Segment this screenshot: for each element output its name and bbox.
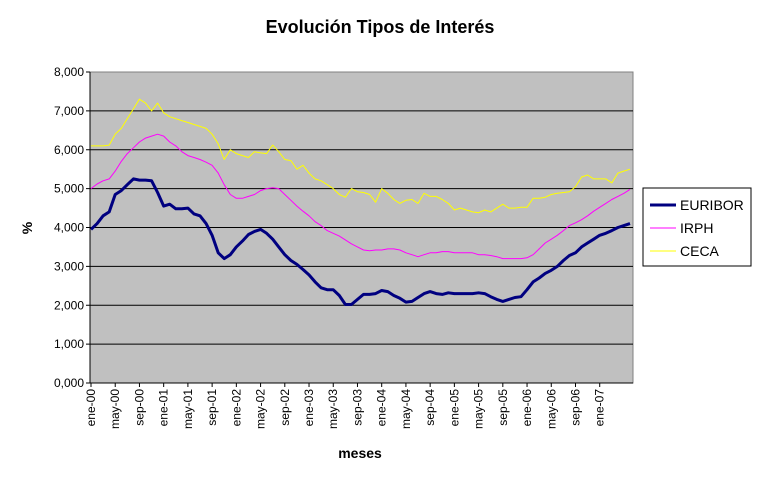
x-tick-label: ene-05 <box>447 389 461 427</box>
x-tick-label: ene-07 <box>593 389 607 427</box>
chart-title: Evolución Tipos de Interés <box>266 17 495 37</box>
x-tick-label: ene-04 <box>375 389 389 427</box>
x-tick-label: may-02 <box>254 389 268 429</box>
legend-label-euribor: EURIBOR <box>680 197 744 213</box>
y-tick-label: 4,000 <box>54 221 84 235</box>
x-tick-label: may-06 <box>544 389 558 429</box>
grid-lines <box>90 110 633 345</box>
y-axis-title: % <box>19 221 35 234</box>
x-tick-label: sep-00 <box>132 389 146 426</box>
y-tick-label: 7,000 <box>54 104 84 118</box>
x-tick-label: may-01 <box>181 389 195 429</box>
series-line-irph <box>90 133 631 260</box>
y-tick-label: 8,000 <box>54 65 84 79</box>
legend-label-irph: IRPH <box>680 220 713 236</box>
series-lines <box>89 98 631 306</box>
series-line-euribor <box>89 177 631 306</box>
y-tick-label: 6,000 <box>54 143 84 157</box>
x-tick-label: may-05 <box>472 389 486 429</box>
y-tick-label: 1,000 <box>54 337 84 351</box>
y-tick-label: 2,000 <box>54 298 84 312</box>
series-line-ceca <box>91 98 631 214</box>
x-tick-label: ene-02 <box>229 389 243 427</box>
legend: EURIBOR IRPH CECA <box>642 187 752 267</box>
x-tick-label: sep-06 <box>568 389 582 426</box>
x-tick-label: may-00 <box>108 389 122 429</box>
legend-box <box>642 187 752 267</box>
x-tick-label: ene-06 <box>520 389 534 427</box>
x-tick-label: sep-05 <box>496 389 510 426</box>
y-tick-label: 0,000 <box>54 376 84 390</box>
x-tick-label: may-04 <box>399 389 413 429</box>
x-tick-label: ene-01 <box>157 389 171 427</box>
legend-label-ceca: CECA <box>680 243 720 259</box>
x-tick-label: ene-03 <box>302 389 316 427</box>
x-tick-label: sep-02 <box>278 389 292 426</box>
x-axis-ticks: ene-00 may-00 sep-00 ene-01 may-01 sep-01 ene-… <box>84 383 607 429</box>
x-tick-label: sep-01 <box>205 389 219 426</box>
y-tick-label: 3,000 <box>54 259 84 273</box>
x-axis-title: meses <box>338 445 382 461</box>
x-tick-label: sep-03 <box>350 389 364 426</box>
x-tick-label: ene-00 <box>84 389 98 427</box>
x-tick-label: may-03 <box>326 389 340 429</box>
y-axis-ticks: 0,000 1,000 2,000 3,000 4,000 5,000 6,000 7,000… <box>54 65 90 390</box>
y-tick-label: 5,000 <box>54 182 84 196</box>
x-tick-label: sep-04 <box>423 389 437 426</box>
